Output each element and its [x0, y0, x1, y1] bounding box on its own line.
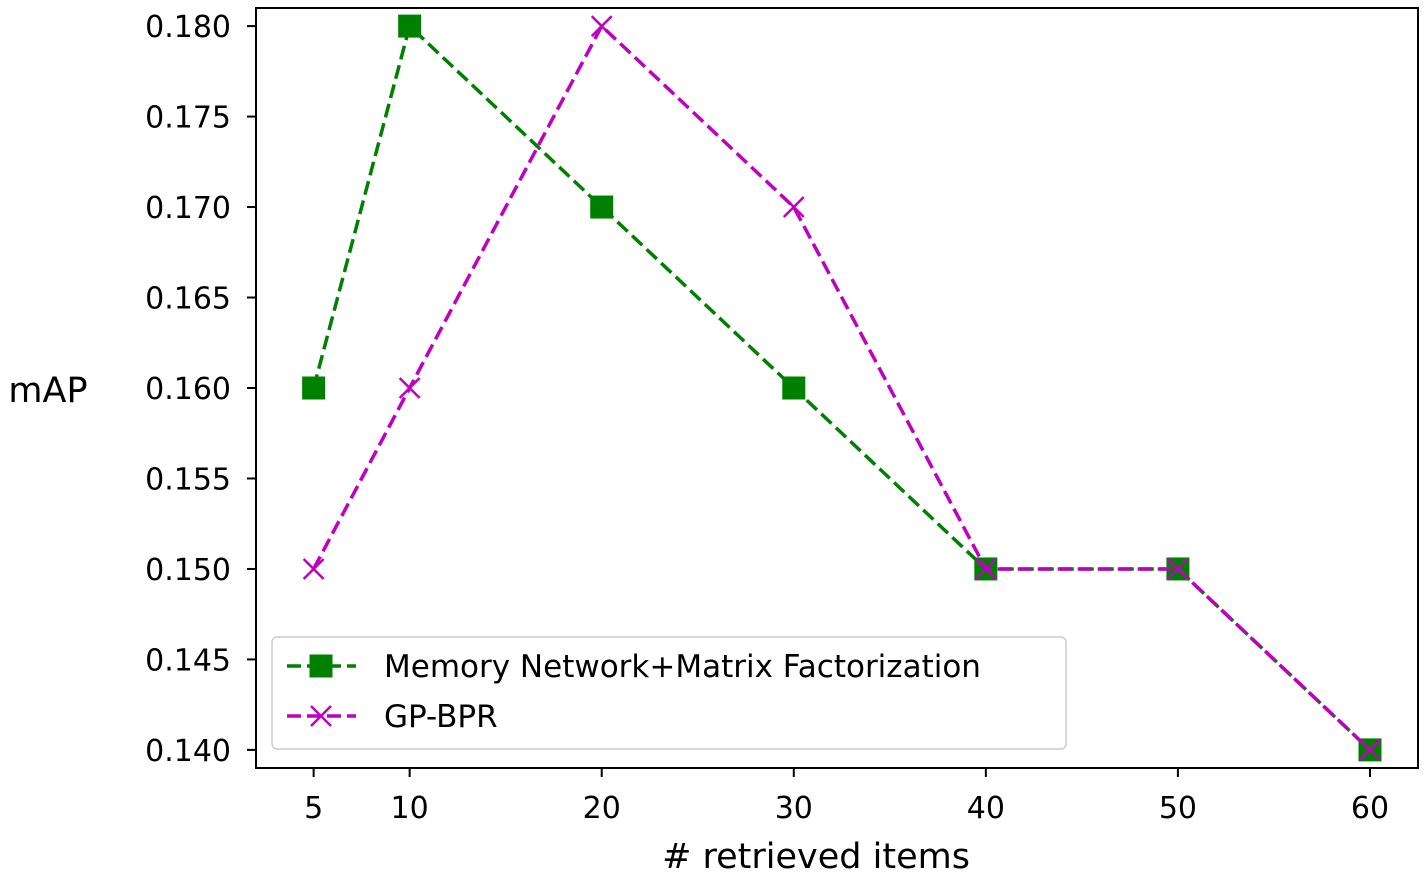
- y-tick-label: 0.150: [145, 553, 231, 588]
- x-axis-label: # retrieved items: [662, 837, 970, 877]
- legend-entry-2: GP-BPR: [287, 699, 498, 735]
- legend: Memory Network+Matrix Factorization GP-BP…: [271, 636, 1067, 750]
- y-tick-label: 0.140: [145, 734, 231, 769]
- data-point: [302, 376, 326, 400]
- data-point: [590, 15, 613, 37]
- y-tick-label: 0.145: [145, 643, 231, 678]
- x-tick-label: 60: [1351, 791, 1389, 826]
- x-tick-label: 10: [391, 791, 429, 826]
- legend-label: Memory Network+Matrix Factorization: [384, 649, 981, 685]
- y-tick-label: 0.180: [145, 10, 231, 45]
- y-axis-label: mAP: [8, 371, 87, 411]
- data-point: [974, 558, 997, 580]
- legend-marker: [310, 705, 332, 727]
- legend-items: Memory Network+Matrix Factorization GP-BP…: [287, 649, 981, 735]
- y-tick-label: 0.170: [145, 191, 231, 226]
- y-tick-label: 0.160: [145, 372, 231, 407]
- data-point: [1167, 558, 1189, 580]
- data-point: [782, 196, 805, 218]
- x-tick-label: 30: [775, 791, 813, 826]
- x-tick-label: 50: [1159, 791, 1197, 826]
- data-point: [302, 558, 325, 580]
- legend-label: GP-BPR: [384, 699, 498, 735]
- x-tick-label: 5: [304, 791, 323, 826]
- legend-box: [271, 636, 1067, 750]
- x-tick-label: 20: [583, 791, 621, 826]
- series-2: [302, 15, 1381, 761]
- y-axis: 0.140 0.145 0.150 0.155 0.160 0.165 0.170 0.175…: [145, 10, 256, 769]
- data-point: [782, 376, 806, 400]
- y-tick-label: 0.165: [145, 282, 231, 317]
- series-layer: [302, 14, 1382, 762]
- data-point: [590, 195, 614, 219]
- y-tick-label: 0.155: [145, 462, 231, 497]
- y-tick-label: 0.175: [145, 101, 231, 136]
- x-axis: 5 10 20 30 40 50 60: [304, 768, 1389, 826]
- data-point: [398, 14, 422, 38]
- data-point: [398, 377, 421, 399]
- x-tick-label: 40: [967, 791, 1005, 826]
- data-point: [1359, 739, 1381, 761]
- legend-marker: [309, 654, 333, 678]
- legend-entry-1: Memory Network+Matrix Factorization: [287, 649, 981, 685]
